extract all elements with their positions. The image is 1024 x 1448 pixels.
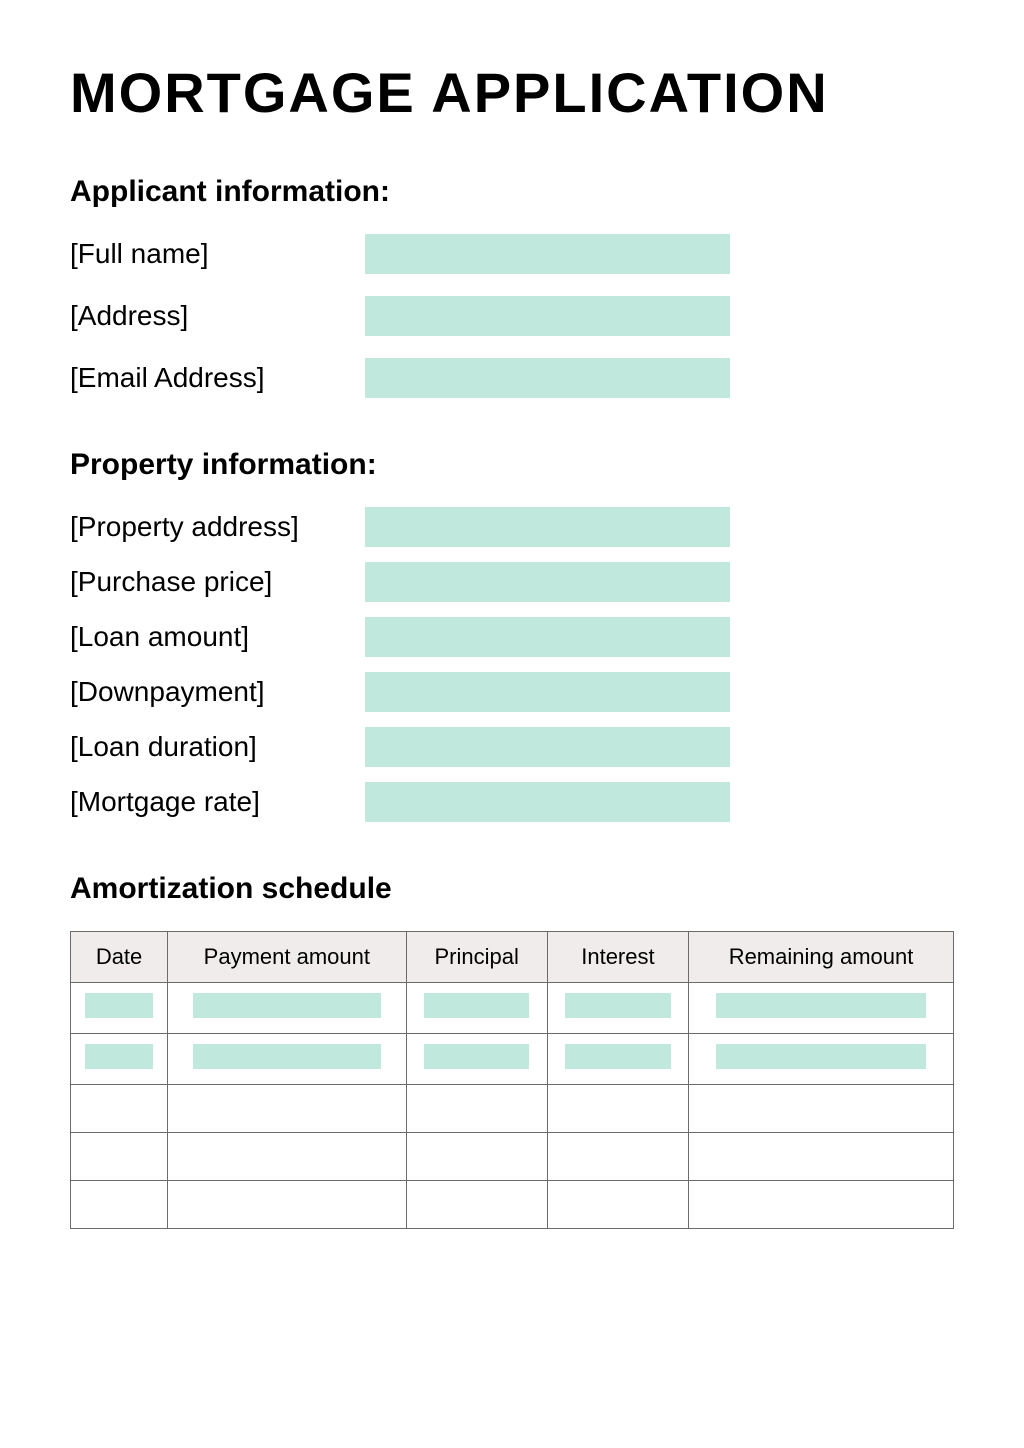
table-row [71, 1085, 954, 1133]
cell-fill [424, 993, 530, 1018]
loan-duration-label: [Loan duration] [70, 731, 365, 763]
form-row: [Loan duration] [70, 727, 954, 767]
amortization-section: Amortization schedule Date Payment amoun… [70, 872, 954, 1229]
cell-principal[interactable] [406, 983, 547, 1034]
cell-principal[interactable] [406, 1181, 547, 1229]
cell-fill [565, 1044, 671, 1069]
applicant-section: Applicant information: [Full name] [Addr… [70, 175, 954, 398]
form-row: [Mortgage rate] [70, 782, 954, 822]
cell-remaining[interactable] [689, 983, 954, 1034]
page-title: MORTGAGE APPLICATION [70, 60, 954, 125]
cell-fill [193, 993, 381, 1018]
table-row [71, 1181, 954, 1229]
property-heading: Property information: [70, 448, 954, 482]
applicant-heading: Applicant information: [70, 175, 954, 209]
loan-amount-label: [Loan amount] [70, 621, 365, 653]
form-row: [Full name] [70, 234, 954, 274]
table-header-row: Date Payment amount Principal Interest R… [71, 932, 954, 983]
form-row: [Downpayment] [70, 672, 954, 712]
cell-fill [193, 1044, 381, 1069]
table-row [71, 1133, 954, 1181]
purchase-price-field[interactable] [365, 562, 730, 602]
cell-fill [85, 1044, 153, 1069]
cell-principal[interactable] [406, 1034, 547, 1085]
email-field[interactable] [365, 358, 730, 398]
cell-fill [716, 993, 927, 1018]
purchase-price-label: [Purchase price] [70, 566, 365, 598]
col-header-remaining: Remaining amount [689, 932, 954, 983]
form-row: [Address] [70, 296, 954, 336]
cell-payment[interactable] [168, 1181, 406, 1229]
cell-payment[interactable] [168, 1133, 406, 1181]
form-row: [Property address] [70, 507, 954, 547]
cell-date[interactable] [71, 1085, 168, 1133]
table-row [71, 983, 954, 1034]
cell-interest[interactable] [547, 983, 688, 1034]
amortization-table: Date Payment amount Principal Interest R… [70, 931, 954, 1229]
form-row: [Purchase price] [70, 562, 954, 602]
cell-date[interactable] [71, 1181, 168, 1229]
cell-fill [716, 1044, 927, 1069]
cell-fill [565, 993, 671, 1018]
cell-remaining[interactable] [689, 1181, 954, 1229]
cell-date[interactable] [71, 1034, 168, 1085]
property-address-label: [Property address] [70, 511, 365, 543]
cell-principal[interactable] [406, 1133, 547, 1181]
amortization-tbody [71, 983, 954, 1229]
address-label: [Address] [70, 300, 365, 332]
cell-date[interactable] [71, 1133, 168, 1181]
form-row: [Email Address] [70, 358, 954, 398]
cell-remaining[interactable] [689, 1034, 954, 1085]
cell-interest[interactable] [547, 1181, 688, 1229]
cell-fill [424, 1044, 530, 1069]
cell-remaining[interactable] [689, 1085, 954, 1133]
loan-amount-field[interactable] [365, 617, 730, 657]
email-label: [Email Address] [70, 362, 365, 394]
property-address-field[interactable] [365, 507, 730, 547]
col-header-principal: Principal [406, 932, 547, 983]
cell-fill [85, 993, 153, 1018]
cell-payment[interactable] [168, 1085, 406, 1133]
col-header-interest: Interest [547, 932, 688, 983]
address-field[interactable] [365, 296, 730, 336]
cell-interest[interactable] [547, 1133, 688, 1181]
cell-interest[interactable] [547, 1034, 688, 1085]
cell-date[interactable] [71, 983, 168, 1034]
cell-interest[interactable] [547, 1085, 688, 1133]
cell-payment[interactable] [168, 983, 406, 1034]
col-header-payment: Payment amount [168, 932, 406, 983]
form-row: [Loan amount] [70, 617, 954, 657]
cell-remaining[interactable] [689, 1133, 954, 1181]
property-section: Property information: [Property address]… [70, 448, 954, 822]
cell-payment[interactable] [168, 1034, 406, 1085]
full-name-field[interactable] [365, 234, 730, 274]
col-header-date: Date [71, 932, 168, 983]
cell-principal[interactable] [406, 1085, 547, 1133]
downpayment-label: [Downpayment] [70, 676, 365, 708]
mortgage-rate-label: [Mortgage rate] [70, 786, 365, 818]
amortization-heading: Amortization schedule [70, 872, 954, 906]
mortgage-rate-field[interactable] [365, 782, 730, 822]
table-row [71, 1034, 954, 1085]
loan-duration-field[interactable] [365, 727, 730, 767]
full-name-label: [Full name] [70, 238, 365, 270]
downpayment-field[interactable] [365, 672, 730, 712]
